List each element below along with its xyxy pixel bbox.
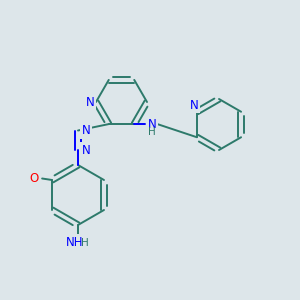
Text: N: N (148, 118, 157, 130)
Text: H: H (148, 128, 156, 137)
Text: N: N (82, 143, 91, 157)
Text: H: H (81, 238, 88, 248)
Text: N: N (82, 124, 91, 137)
Text: N: N (190, 99, 198, 112)
Text: NH: NH (66, 236, 84, 249)
Text: O: O (29, 172, 39, 185)
Text: N: N (85, 95, 94, 109)
